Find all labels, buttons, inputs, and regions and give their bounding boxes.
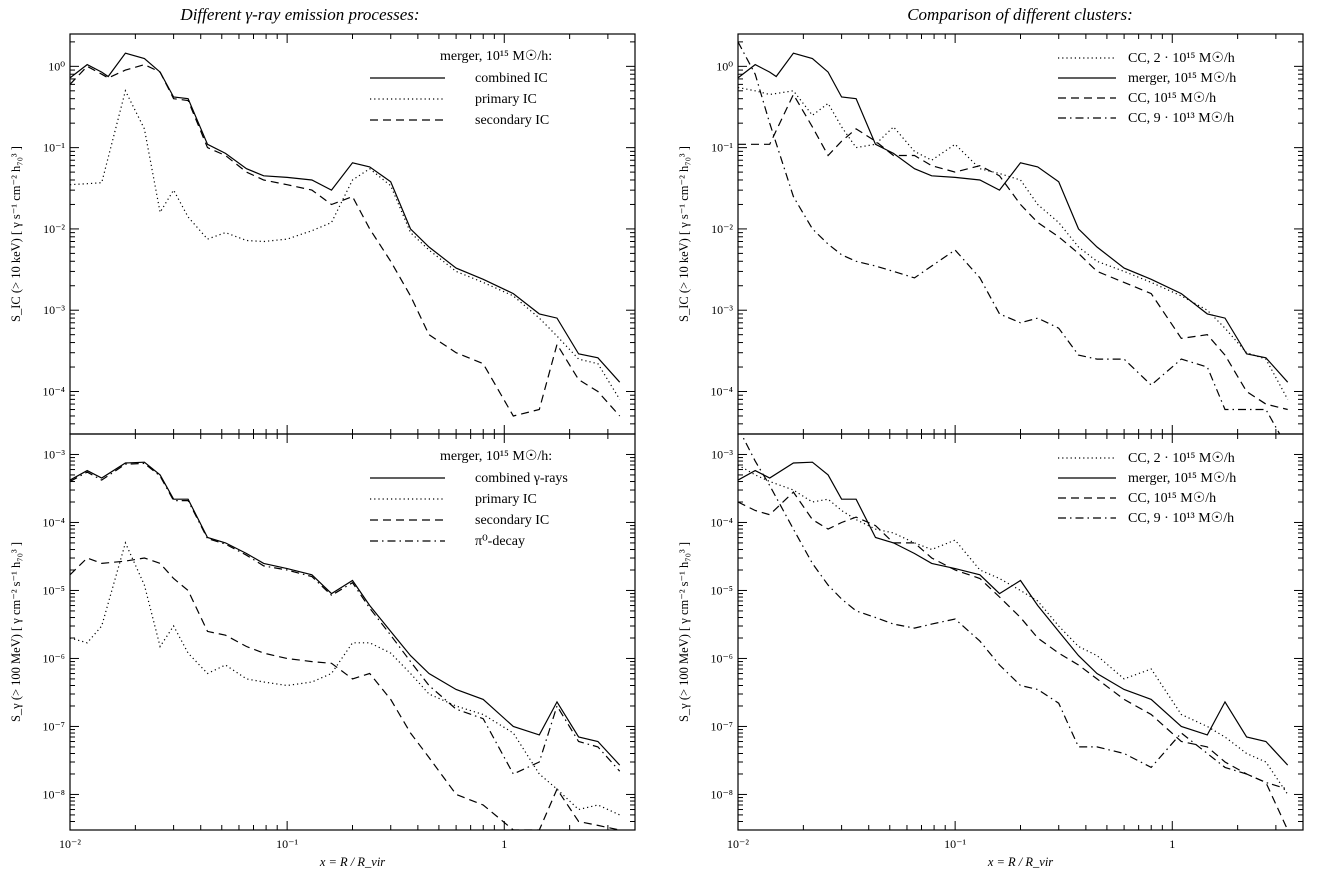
y-tick-label: 10⁰ <box>716 59 733 73</box>
series-group <box>70 52 621 417</box>
y-axis-label: S_IC (> 10 keV) [ γ s⁻¹ cm⁻² h₇₀³ ] <box>9 146 23 322</box>
y-tick-label: 10⁻⁴ <box>42 384 65 398</box>
x-axis-label: x = R / R_vir <box>987 855 1053 869</box>
series-group <box>70 461 621 830</box>
series-line <box>70 462 621 775</box>
x-tick-label: 10⁻¹ <box>944 837 966 851</box>
y-tick-label: 10⁻⁵ <box>42 583 65 597</box>
legend-label: primary IC <box>475 92 537 107</box>
panel-top-right: 10⁻⁴ 10⁻³ 10⁻² 10⁻¹ 10⁰ S_IC (> 10 keV) [ γ s… <box>677 33 1304 435</box>
y-tick-label: 10⁻⁸ <box>42 787 65 801</box>
legend: merger, 10¹⁵ M☉/h: combined IC primary IC s… <box>370 49 552 128</box>
legend: merger, 10¹⁵ M☉/h: combined γ-rays primary… <box>370 449 568 549</box>
legend-label: combined IC <box>475 71 548 86</box>
x-tick-label: 10⁻¹ <box>276 837 298 851</box>
panel-top-left: 10⁻⁴ 10⁻³ 10⁻² 10⁻¹ 10⁰ S_IC (> 10 keV) [ γ s… <box>9 33 636 435</box>
legend: CC, 2 · 10¹⁵ M☉/h merger, 10¹⁵ M☉/h CC, 10… <box>1058 51 1236 126</box>
legend-label: CC, 10¹⁵ M☉/h <box>1128 491 1216 506</box>
y-tick-label: 10⁻⁸ <box>710 787 733 801</box>
left-column-title: Different γ-ray emission processes: <box>179 5 419 24</box>
panel-bottom-right: 10⁻⁸ 10⁻⁷ 10⁻⁶ 10⁻⁵ 10⁻⁴ 10⁻³ 10⁻² 10⁻¹ 1 x = R /… <box>677 433 1304 869</box>
legend-label: merger, 10¹⁵ M☉/h <box>1128 471 1236 486</box>
series-line <box>738 52 1289 383</box>
series-line <box>70 541 620 816</box>
plot-frame <box>69 433 636 831</box>
legend-title: merger, 10¹⁵ M☉/h: <box>440 49 552 64</box>
y-tick-label: 10⁻¹ <box>711 141 733 155</box>
series-line <box>70 557 620 830</box>
y-tick-label: 10⁻¹ <box>43 141 65 155</box>
legend-label: CC, 9 · 10¹³ M☉/h <box>1128 111 1234 126</box>
panels: 10⁻⁴ 10⁻³ 10⁻² 10⁻¹ 10⁰ S_IC (> 10 keV) [ γ s… <box>9 33 1304 869</box>
series-line <box>740 434 1288 790</box>
y-tick-label: 10⁻⁷ <box>42 719 65 733</box>
legend-label: secondary IC <box>475 513 549 528</box>
y-axis-label: S_IC (> 10 keV) [ γ s⁻¹ cm⁻² h₇₀³ ] <box>677 146 691 322</box>
panel-bottom-left: 10⁻⁸ 10⁻⁷ 10⁻⁶ 10⁻⁵ 10⁻⁴ 10⁻³ 10⁻² 10⁻¹ 1 x = R /… <box>9 433 636 869</box>
y-tick-label: 10⁻⁶ <box>710 651 733 665</box>
y-tick-label: 10⁻⁴ <box>710 515 733 529</box>
y-tick-label: 10⁻⁷ <box>710 719 733 733</box>
y-tick-label: 10⁻³ <box>711 303 733 317</box>
series-line <box>70 52 621 383</box>
x-tick-label: 1 <box>1169 837 1175 851</box>
y-axis-label: S_γ (> 100 MeV) [ γ cm⁻² s⁻¹ h₇₀³ ] <box>9 542 23 722</box>
legend: CC, 2 · 10¹⁵ M☉/h merger, 10¹⁵ M☉/h CC, 10… <box>1058 451 1236 526</box>
legend-label: CC, 2 · 10¹⁵ M☉/h <box>1128 451 1235 466</box>
y-tick-label: 10⁻⁶ <box>42 651 65 665</box>
y-axis-label: S_γ (> 100 MeV) [ γ cm⁻² s⁻¹ h₇₀³ ] <box>677 542 691 722</box>
series-line <box>738 86 1289 400</box>
plot-frame <box>737 33 1304 435</box>
y-tick-label: 10⁻⁵ <box>710 583 733 597</box>
legend-label: CC, 10¹⁵ M☉/h <box>1128 91 1216 106</box>
series-line <box>70 461 621 766</box>
legend-label: primary IC <box>475 492 537 507</box>
y-tick-label: 10⁻⁴ <box>710 384 733 398</box>
series-line <box>738 464 1289 795</box>
y-tick-label: 10⁰ <box>48 59 65 73</box>
y-tick-label: 10⁻² <box>43 222 65 236</box>
y-tick-label: 10⁻³ <box>43 303 65 317</box>
plot-frame <box>69 33 636 435</box>
legend-label: secondary IC <box>475 113 549 128</box>
x-tick-label: 1 <box>501 837 507 851</box>
legend-label: combined γ-rays <box>475 471 568 486</box>
plot-frame <box>737 433 1304 831</box>
series-line <box>70 63 621 417</box>
series-line <box>738 41 1281 434</box>
y-tick-label: 10⁻² <box>711 222 733 236</box>
legend-label: merger, 10¹⁵ M☉/h <box>1128 71 1236 86</box>
series-line <box>738 491 1289 830</box>
legend-label: CC, 9 · 10¹³ M☉/h <box>1128 511 1234 526</box>
legend-title: merger, 10¹⁵ M☉/h: <box>440 449 552 464</box>
x-tick-label: 10⁻² <box>727 837 749 851</box>
series-group <box>738 41 1289 434</box>
legend-label: CC, 2 · 10¹⁵ M☉/h <box>1128 51 1235 66</box>
y-tick-label: 10⁻⁴ <box>42 515 65 529</box>
x-axis-label: x = R / R_vir <box>319 855 385 869</box>
y-tick-label: 10⁻³ <box>43 447 65 461</box>
right-column-title: Comparison of different clusters: <box>907 5 1133 24</box>
series-line <box>70 89 621 400</box>
y-tick-label: 10⁻³ <box>711 447 733 461</box>
x-tick-label: 10⁻² <box>59 837 81 851</box>
series-line <box>738 461 1289 766</box>
series-line <box>738 93 1288 411</box>
legend-label: π⁰-decay <box>475 534 525 549</box>
series-group <box>738 434 1289 830</box>
